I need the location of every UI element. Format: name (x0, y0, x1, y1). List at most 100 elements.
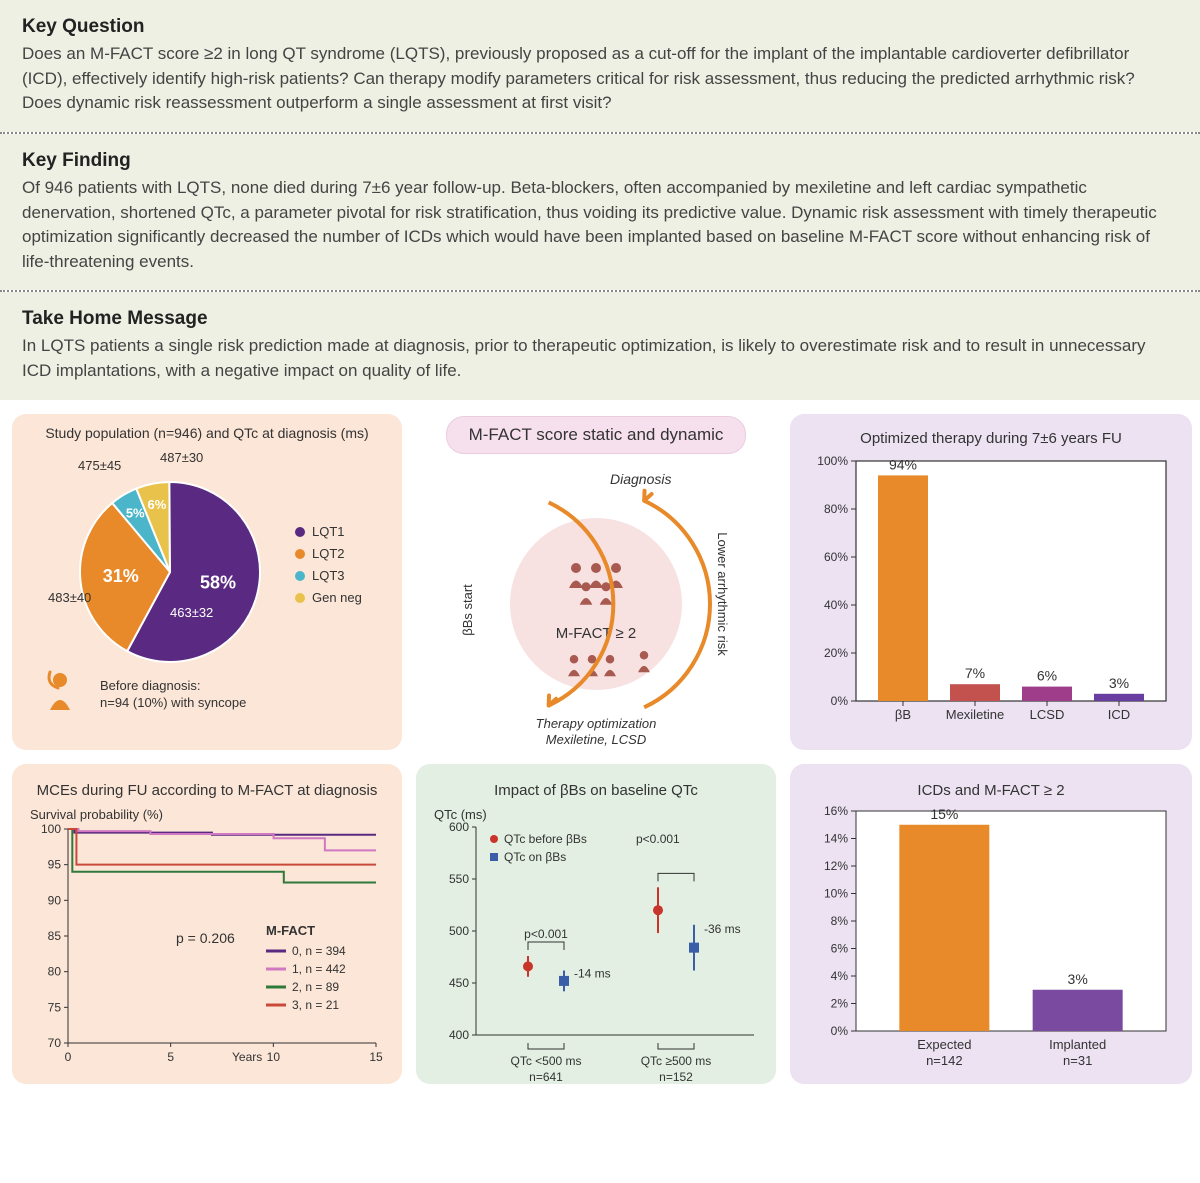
svg-text:450: 450 (449, 976, 469, 990)
svg-text:n=31: n=31 (1063, 1053, 1092, 1068)
svg-text:500: 500 (449, 924, 469, 938)
figure-container: Study population (n=946) and QTc at diag… (0, 400, 1200, 1098)
svg-text:n=142: n=142 (926, 1053, 963, 1068)
svg-text:85: 85 (48, 929, 62, 943)
svg-text:Lower arrhythmic risk: Lower arrhythmic risk (715, 532, 730, 656)
svg-text:βB: βB (895, 707, 911, 722)
svg-text:94%: 94% (889, 456, 917, 472)
svg-text:p = 0.206: p = 0.206 (176, 930, 235, 946)
svg-text:QTc before βBs: QTc before βBs (504, 832, 587, 846)
svg-text:8%: 8% (831, 914, 849, 928)
therapy-bar-chart: 0%20%40%60%80%100%94%βB7%Mexiletine6%LCS… (806, 451, 1176, 741)
svg-text:20%: 20% (824, 646, 848, 660)
svg-text:Mexiletine, LCSD: Mexiletine, LCSD (546, 732, 646, 747)
svg-text:100: 100 (41, 822, 61, 836)
svg-text:40%: 40% (824, 598, 848, 612)
pie-panel: Study population (n=946) and QTc at diag… (12, 414, 402, 750)
svg-text:70: 70 (48, 1036, 62, 1050)
svg-text:2, n = 89: 2, n = 89 (292, 980, 339, 994)
key-question-title: Key Question (22, 16, 1178, 38)
icd-title: ICDs and M-FACT ≥ 2 (806, 782, 1176, 799)
svg-text:5%: 5% (126, 506, 145, 521)
svg-text:0%: 0% (831, 1024, 849, 1038)
svg-text:Implanted: Implanted (1049, 1037, 1106, 1052)
key-finding-body: Of 946 patients with LQTS, none died dur… (22, 176, 1178, 275)
svg-text:LQT1: LQT1 (312, 524, 345, 539)
take-home-panel: Take Home Message In LQTS patients a sin… (0, 292, 1200, 399)
svg-text:31%: 31% (103, 566, 139, 586)
svg-text:3, n = 21: 3, n = 21 (292, 998, 339, 1012)
svg-text:Therapy optimization: Therapy optimization (536, 716, 657, 731)
key-finding-title: Key Finding (22, 150, 1178, 172)
therapy-bar-panel: Optimized therapy during 7±6 years FU 0%… (790, 414, 1192, 750)
svg-text:6%: 6% (831, 941, 849, 955)
svg-text:Before diagnosis:: Before diagnosis: (100, 678, 200, 693)
take-home-body: In LQTS patients a single risk predictio… (22, 334, 1178, 383)
svg-text:5: 5 (167, 1050, 174, 1064)
qtc-panel: Impact of βBs on baseline QTc QTc (ms)40… (416, 764, 776, 1084)
svg-text:0, n = 394: 0, n = 394 (292, 944, 346, 958)
take-home-title: Take Home Message (22, 308, 1178, 330)
svg-text:QTc <500 ms: QTc <500 ms (510, 1054, 581, 1068)
svg-text:Mexiletine: Mexiletine (946, 707, 1005, 722)
svg-text:463±32: 463±32 (170, 605, 213, 620)
svg-text:58%: 58% (200, 573, 236, 593)
svg-text:0%: 0% (831, 694, 849, 708)
svg-text:LQT3: LQT3 (312, 568, 345, 583)
svg-text:487±30: 487±30 (160, 450, 203, 465)
svg-text:600: 600 (449, 820, 469, 834)
svg-text:n=152: n=152 (659, 1070, 693, 1083)
svg-text:10%: 10% (824, 886, 848, 900)
svg-text:483±40: 483±40 (48, 590, 91, 605)
svg-text:550: 550 (449, 872, 469, 886)
svg-text:Survival probability (%): Survival probability (%) (30, 807, 163, 822)
survival-chart: Survival probability (%)7075808590951000… (26, 803, 388, 1083)
svg-text:100%: 100% (817, 454, 848, 468)
svg-text:Diagnosis: Diagnosis (610, 471, 671, 487)
qtc-chart: QTc (ms)400450500550600QTc before βBsQTc… (430, 803, 762, 1083)
pill-title: M-FACT score static and dynamic (446, 416, 747, 454)
therapy-bar-title: Optimized therapy during 7±6 years FU (806, 430, 1176, 447)
svg-text:10: 10 (267, 1050, 281, 1064)
svg-text:M-FACT: M-FACT (266, 923, 315, 938)
svg-text:LQT2: LQT2 (312, 546, 345, 561)
svg-text:-36 ms: -36 ms (704, 922, 741, 936)
svg-text:75: 75 (48, 1000, 62, 1014)
svg-text:p<0.001: p<0.001 (524, 927, 568, 941)
key-question-body: Does an M-FACT score ≥2 in long QT syndr… (22, 42, 1178, 116)
svg-text:2%: 2% (831, 996, 849, 1010)
pie-title: Study population (n=946) and QTc at diag… (20, 424, 394, 442)
svg-text:M-FACT ≥ 2: M-FACT ≥ 2 (556, 625, 636, 642)
key-finding-panel: Key Finding Of 946 patients with LQTS, n… (0, 134, 1200, 291)
svg-text:n=94 (10%) with syncope: n=94 (10%) with syncope (100, 695, 246, 710)
svg-text:60%: 60% (824, 550, 848, 564)
svg-text:6%: 6% (1037, 667, 1057, 683)
svg-text:95: 95 (48, 857, 62, 871)
cycle-diagram: M-FACT ≥ 2 Diagnosis βBs start Lower arrhyt… (416, 454, 776, 750)
svg-text:Gen neg: Gen neg (312, 590, 362, 605)
svg-text:n=641: n=641 (529, 1070, 563, 1083)
svg-text:90: 90 (48, 893, 62, 907)
svg-text:4%: 4% (831, 969, 849, 983)
svg-text:3%: 3% (1068, 971, 1088, 987)
pie-chart: 5%6%58%31%475±45487±30483±40463±32LQT1LQ… (20, 442, 394, 732)
survival-panel: MCEs during FU according to M-FACT at di… (12, 764, 402, 1084)
svg-text:15: 15 (369, 1050, 383, 1064)
svg-text:12%: 12% (824, 859, 848, 873)
svg-text:80%: 80% (824, 502, 848, 516)
key-question-panel: Key Question Does an M-FACT score ≥2 in … (0, 0, 1200, 132)
cycle-panel: M-FACT score static and dynamic M-FACT ≥… (416, 414, 776, 750)
svg-text:LCSD: LCSD (1030, 707, 1065, 722)
svg-text:-14 ms: -14 ms (574, 966, 611, 980)
svg-text:0: 0 (65, 1050, 72, 1064)
svg-text:Expected: Expected (917, 1037, 971, 1052)
svg-text:6%: 6% (147, 497, 166, 512)
icd-panel: ICDs and M-FACT ≥ 2 0%2%4%6%8%10%12%14%1… (790, 764, 1192, 1084)
svg-text:400: 400 (449, 1028, 469, 1042)
svg-text:βBs start: βBs start (460, 584, 475, 636)
svg-text:p<0.001: p<0.001 (636, 832, 680, 846)
survival-title: MCEs during FU according to M-FACT at di… (26, 782, 388, 799)
svg-text:80: 80 (48, 964, 62, 978)
icd-chart: 0%2%4%6%8%10%12%14%16%15%Expectedn=1423%… (806, 803, 1176, 1083)
svg-text:14%: 14% (824, 831, 848, 845)
